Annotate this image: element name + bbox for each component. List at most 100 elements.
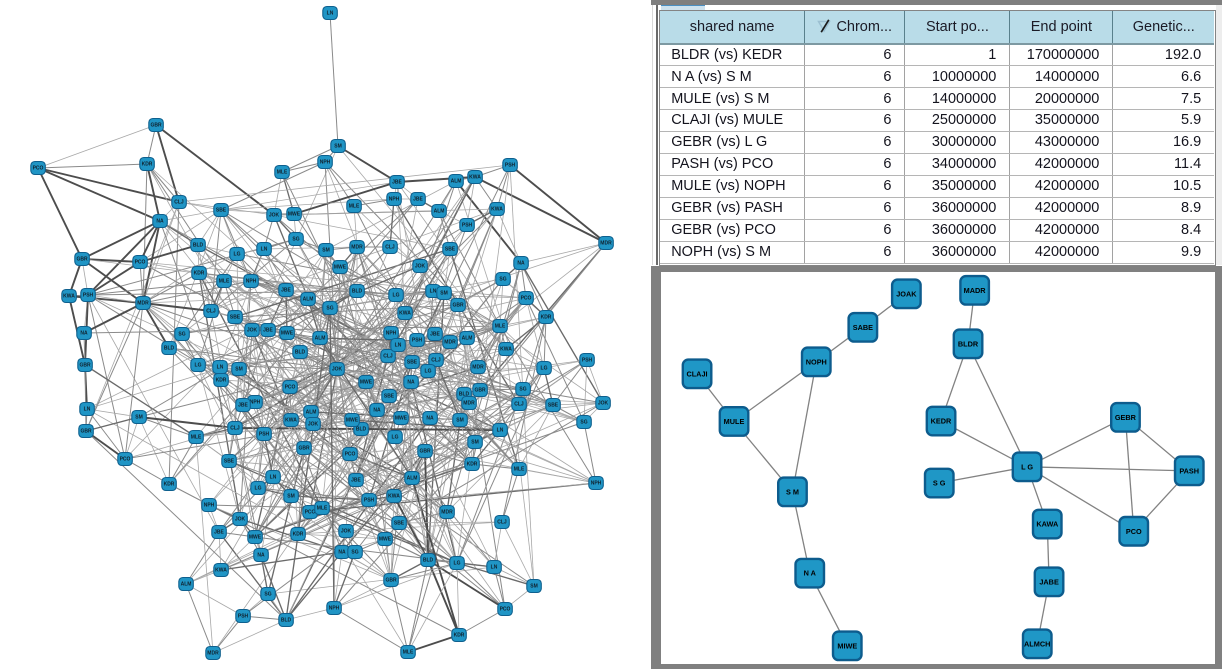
svg-text:MLE: MLE [317, 506, 328, 512]
svg-text:PSH: PSH [505, 163, 516, 169]
svg-text:SM: SM [322, 248, 330, 254]
svg-text:GBR: GBR [385, 578, 397, 584]
svg-text:KDR: KDR [541, 315, 552, 321]
svg-text:LN: LN [84, 407, 91, 413]
svg-text:NA: NA [338, 550, 346, 556]
svg-text:CLJ: CLJ [174, 200, 184, 206]
svg-text:MDR: MDR [137, 301, 149, 307]
svg-text:MIWE: MIWE [837, 642, 857, 651]
svg-text:MLE: MLE [219, 279, 230, 285]
svg-text:PCO: PCO [135, 260, 146, 266]
svg-text:SM: SM [471, 440, 479, 446]
svg-text:JOAK: JOAK [896, 290, 917, 299]
svg-text:BLD: BLD [281, 618, 292, 624]
svg-text:JABE: JABE [1039, 578, 1059, 587]
svg-text:JBE: JBE [413, 197, 423, 203]
svg-text:KWA: KWA [500, 347, 512, 353]
svg-text:KWA: KWA [399, 311, 411, 317]
svg-text:MDR: MDR [463, 401, 475, 407]
svg-text:NPH: NPH [320, 160, 331, 166]
svg-text:MDR: MDR [207, 651, 219, 657]
svg-text:ALM: ALM [303, 297, 314, 303]
svg-text:KEDR: KEDR [931, 417, 952, 426]
svg-text:MWE: MWE [281, 331, 294, 337]
svg-text:LG: LG [541, 366, 548, 372]
svg-text:JOK: JOK [415, 264, 426, 270]
svg-text:GEBR: GEBR [1115, 413, 1137, 422]
svg-text:LN: LN [395, 343, 402, 349]
svg-text:ALM: ALM [451, 179, 462, 185]
svg-text:JBE: JBE [430, 332, 440, 338]
svg-text:NA: NA [257, 553, 265, 559]
svg-text:SG: SG [519, 387, 526, 393]
svg-text:JBE: JBE [263, 328, 273, 334]
svg-text:MWE: MWE [346, 418, 359, 424]
svg-text:PSH: PSH [582, 358, 593, 364]
svg-text:LG: LG [255, 486, 262, 492]
svg-text:BLD: BLD [423, 558, 434, 564]
svg-text:GBR: GBR [298, 446, 310, 452]
svg-text:NA: NA [426, 416, 434, 422]
svg-text:LG: LG [392, 435, 399, 441]
svg-text:KDR: KDR [142, 162, 153, 168]
svg-text:GBR: GBR [474, 388, 486, 394]
svg-text:KDR: KDR [293, 532, 304, 538]
svg-text:PCO: PCO [1126, 527, 1142, 536]
svg-text:JBE: JBE [214, 530, 224, 536]
svg-text:JOK: JOK [269, 213, 280, 219]
svg-text:CLJ: CLJ [383, 354, 393, 360]
svg-text:CLJ: CLJ [206, 309, 216, 315]
svg-text:MLE: MLE [495, 324, 506, 330]
svg-text:NPH: NPH [591, 481, 602, 487]
svg-text:NPH: NPH [204, 503, 215, 509]
svg-text:GBR: GBR [79, 363, 91, 369]
svg-text:SG: SG [264, 592, 271, 598]
svg-text:MLE: MLE [349, 204, 360, 210]
svg-text:KDR: KDR [194, 271, 205, 277]
svg-text:PCO: PCO [500, 607, 511, 613]
svg-text:JBE: JBE [351, 478, 361, 484]
svg-text:NA: NA [517, 261, 525, 267]
svg-text:MDR: MDR [444, 340, 456, 346]
svg-text:KWA: KWA [491, 207, 503, 213]
svg-text:KDR: KDR [467, 462, 478, 468]
svg-text:KWA: KWA [285, 418, 297, 424]
svg-text:PCO: PCO [345, 452, 356, 458]
svg-text:PSH: PSH [238, 614, 249, 620]
svg-text:NA: NA [156, 219, 164, 225]
svg-text:PSH: PSH [259, 432, 270, 438]
svg-text:ALM: ALM [407, 476, 418, 482]
svg-text:MWE: MWE [288, 212, 301, 218]
svg-text:SM: SM [287, 494, 295, 500]
svg-text:SM: SM [135, 415, 143, 421]
svg-text:LN: LN [217, 365, 224, 371]
svg-text:PSH: PSH [462, 223, 473, 229]
svg-text:MWE: MWE [379, 537, 392, 543]
svg-text:SBE: SBE [445, 247, 456, 253]
svg-text:LN: LN [327, 11, 334, 17]
svg-text:KWA: KWA [215, 568, 227, 574]
svg-text:LG: LG [195, 363, 202, 369]
svg-text:ALM: ALM [462, 336, 473, 342]
svg-text:NPH: NPH [246, 279, 257, 285]
svg-text:PSH: PSH [412, 338, 423, 344]
svg-text:CLJ: CLJ [514, 402, 524, 408]
svg-text:JBE: JBE [281, 288, 291, 294]
svg-text:SG: SG [351, 550, 358, 556]
svg-text:JOK: JOK [598, 401, 609, 407]
svg-text:SM: SM [440, 291, 448, 297]
svg-text:BLD: BLD [459, 392, 470, 398]
svg-text:SG: SG [580, 420, 587, 426]
svg-text:JOK: JOK [308, 422, 319, 428]
svg-text:PSH: PSH [364, 498, 375, 504]
svg-text:NPH: NPH [386, 331, 397, 337]
svg-text:BLD: BLD [352, 289, 363, 295]
svg-text:NOPH: NOPH [806, 358, 827, 367]
svg-text:SM: SM [456, 418, 464, 424]
svg-text:LN: LN [270, 475, 277, 481]
svg-text:PCO: PCO [33, 166, 44, 172]
svg-text:PCO: PCO [521, 296, 532, 302]
svg-text:SG: SG [326, 306, 333, 312]
svg-text:ALMCH: ALMCH [1024, 640, 1050, 649]
svg-text:MWE: MWE [249, 535, 262, 541]
